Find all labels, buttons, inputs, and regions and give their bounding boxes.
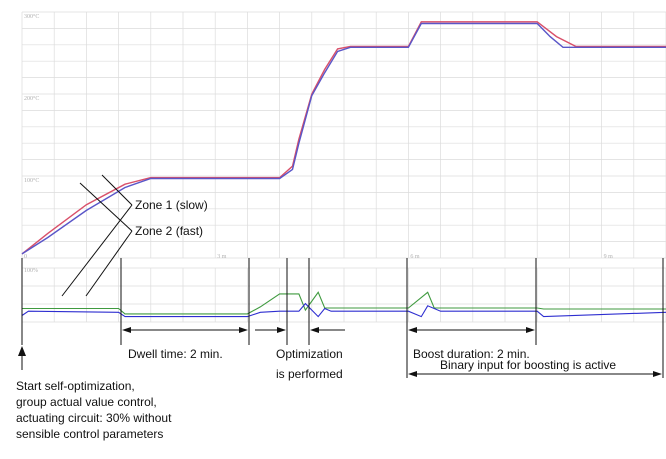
- zone1-leader-a: [101, 174, 133, 206]
- x-tick-label: 9 m: [604, 254, 614, 260]
- start-label-4: sensible control parameters: [16, 427, 163, 441]
- binary-arrowhead-right: [653, 371, 662, 377]
- dwell-label: Dwell time: 2 min.: [128, 347, 223, 361]
- start-label-3: actuating circuit: 30% without: [16, 411, 172, 425]
- output-y-tick-label: 100%: [24, 268, 38, 274]
- annotation-labels: Zone 1 (slow) Zone 2 (fast) Dwell time: …: [16, 198, 616, 441]
- opt-arrowhead-right: [310, 327, 319, 333]
- zone1-label: Zone 1 (slow): [135, 198, 208, 212]
- y-tick-label: 200°C: [24, 95, 39, 102]
- chart-grid: [21, 11, 666, 323]
- x-tick-label: 3 m: [217, 254, 227, 260]
- x-tick-label: 0: [24, 254, 27, 260]
- output-series-1: [22, 291, 666, 315]
- optimization-label-1: Optimization: [276, 347, 343, 361]
- dwell-arrowhead-left: [122, 327, 131, 333]
- y-tick-label: 300°C: [24, 13, 39, 20]
- markers: [21, 258, 664, 378]
- binary-input-label: Binary input for boosting is active: [440, 358, 616, 372]
- zone2-leader-a: [79, 182, 133, 232]
- arrows: [18, 174, 662, 377]
- binary-arrowhead-left: [408, 371, 417, 377]
- boost-label: Boost duration: 2 min.: [413, 347, 530, 361]
- y-tick-label: 100°C: [24, 177, 39, 184]
- boost-arrowhead-left: [408, 327, 417, 333]
- zone2-leader-b: [85, 230, 133, 297]
- start-label-2: group actual value control,: [16, 395, 157, 409]
- data-series: [21, 21, 666, 318]
- dwell-arrowhead-right: [239, 327, 248, 333]
- x-tick-label: 6 m: [410, 254, 420, 260]
- optimization-label-2: is performed: [276, 367, 343, 381]
- tick-labels: 300°C 200°C 100°C 100% 0 3 m 6 m 9 m: [24, 13, 613, 274]
- start-arrowhead: [18, 346, 26, 356]
- temperature-series-1: [21, 21, 666, 255]
- start-label-1: Start self-optimization,: [16, 379, 135, 393]
- temperature-series-2: [21, 22, 666, 255]
- zone2-label: Zone 2 (fast): [135, 224, 203, 238]
- opt-arrowhead-left: [277, 327, 286, 333]
- boost-arrowhead-right: [526, 327, 535, 333]
- output-series-2: [21, 302, 666, 318]
